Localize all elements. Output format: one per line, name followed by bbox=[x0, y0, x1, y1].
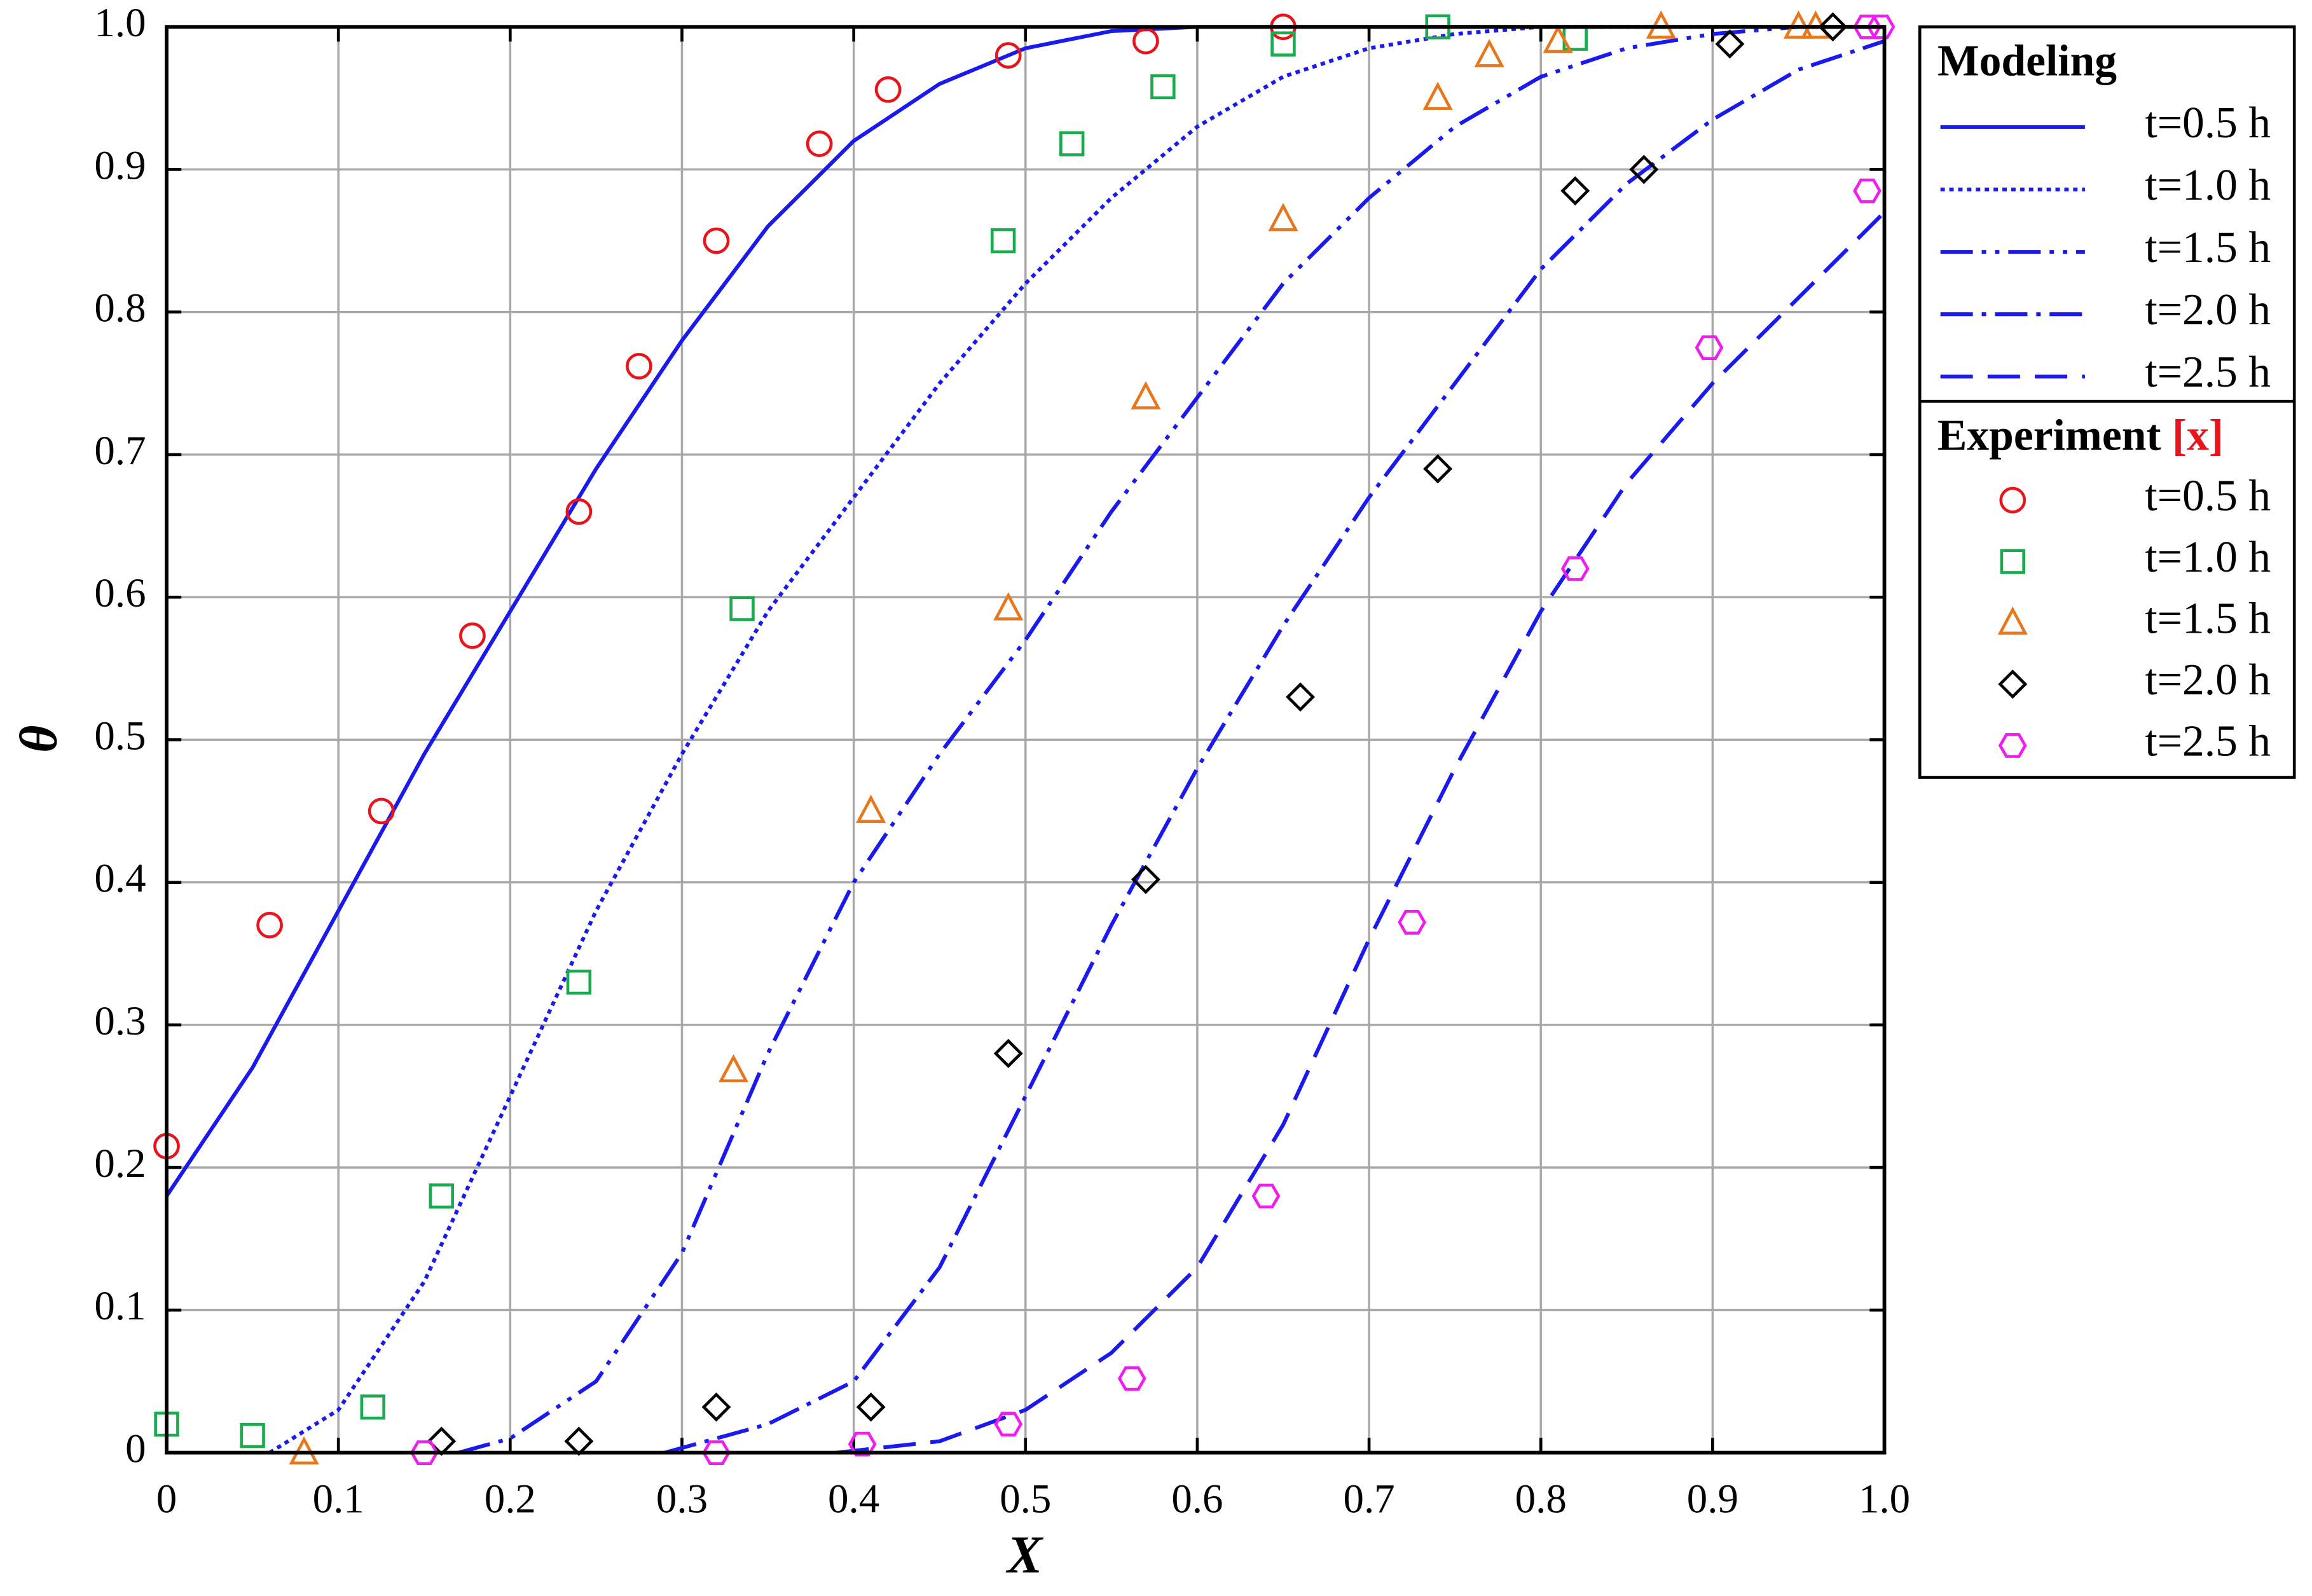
y-tick-label: 0.7 bbox=[94, 428, 146, 474]
x-tick-label: 0.6 bbox=[1171, 1476, 1223, 1522]
x-tick-label: 0.4 bbox=[828, 1476, 879, 1522]
data-point bbox=[1715, 29, 1745, 59]
x-tick-label: 0.5 bbox=[1000, 1476, 1051, 1522]
data-point bbox=[240, 1422, 265, 1448]
data-point bbox=[1268, 203, 1298, 231]
data-point bbox=[256, 912, 283, 939]
legend-title-text: Experiment bbox=[1937, 411, 2161, 460]
legend-swatch bbox=[1998, 669, 2028, 699]
y-tick-label: 0.4 bbox=[94, 856, 146, 902]
legend-label: t=1.0 h bbox=[2145, 533, 2271, 582]
data-point bbox=[993, 592, 1024, 621]
legend-title: Modeling bbox=[1937, 36, 2117, 85]
legend-label: t=2.0 h bbox=[2145, 285, 2271, 334]
data-point bbox=[360, 1394, 385, 1420]
y-tick-label: 0.6 bbox=[94, 570, 146, 616]
x-tick-label: 0.1 bbox=[313, 1476, 364, 1522]
data-point bbox=[368, 797, 395, 825]
legend-label: t=1.5 h bbox=[2145, 223, 2271, 272]
data-point bbox=[459, 622, 486, 649]
legend-swatch bbox=[2000, 549, 2025, 574]
data-point bbox=[1695, 335, 1724, 361]
y-tick-label: 1.0 bbox=[94, 0, 146, 46]
data-point bbox=[1423, 454, 1453, 484]
x-axis-label: X bbox=[1005, 1526, 1044, 1585]
data-point bbox=[1560, 176, 1590, 206]
y-tick-label: 0.8 bbox=[94, 285, 146, 331]
legend-swatch bbox=[1998, 733, 2027, 758]
data-point bbox=[1131, 865, 1160, 895]
x-tick-label: 0 bbox=[156, 1476, 177, 1522]
x-tick-label: 1.0 bbox=[1859, 1476, 1910, 1522]
data-point bbox=[1132, 27, 1159, 55]
model-line bbox=[664, 39, 1885, 1455]
data-point bbox=[1059, 131, 1085, 156]
x-tick-label: 0.7 bbox=[1344, 1476, 1395, 1522]
model-line bbox=[268, 25, 1885, 1455]
data-point bbox=[1560, 556, 1590, 581]
data-point bbox=[994, 42, 1022, 69]
legend-label: t=1.0 h bbox=[2145, 161, 2271, 210]
data-point bbox=[1286, 682, 1316, 712]
y-tick-label: 0.5 bbox=[94, 713, 146, 759]
data-point bbox=[703, 227, 730, 254]
legend-title: Experiment [x] bbox=[1937, 411, 2224, 460]
data-point bbox=[626, 353, 652, 380]
y-tick-label: 0.3 bbox=[94, 998, 146, 1044]
data-point bbox=[701, 1392, 731, 1422]
model-line bbox=[836, 210, 1886, 1455]
data-point bbox=[993, 1038, 1023, 1068]
data-point bbox=[856, 1392, 886, 1422]
y-axis-label: θ bbox=[10, 726, 69, 753]
x-tick-label: 0.9 bbox=[1687, 1476, 1738, 1522]
data-point bbox=[1543, 24, 1573, 53]
data-point bbox=[874, 76, 902, 103]
legend-label: t=0.5 h bbox=[2145, 472, 2271, 521]
legend-swatch bbox=[1997, 606, 2028, 635]
data-point bbox=[1474, 39, 1504, 67]
data-point bbox=[848, 1431, 877, 1457]
plot-frame bbox=[165, 25, 1887, 1455]
data-point bbox=[1853, 178, 1882, 203]
data-point bbox=[1131, 381, 1161, 409]
x-tick-label: 0.2 bbox=[485, 1476, 536, 1522]
y-tick-label: 0.9 bbox=[94, 142, 146, 188]
x-tick-label: 0.3 bbox=[656, 1476, 708, 1522]
y-tick-label: 0.1 bbox=[94, 1283, 146, 1329]
data-point bbox=[565, 498, 593, 525]
legend-title-ref: [x] bbox=[2172, 411, 2224, 460]
data-point bbox=[729, 596, 755, 621]
legend-label: t=2.5 h bbox=[2145, 348, 2271, 397]
legend-label: t=2.0 h bbox=[2145, 656, 2271, 705]
legend-label: t=1.5 h bbox=[2145, 594, 2271, 643]
data-point bbox=[429, 1183, 454, 1209]
data-point bbox=[1251, 1183, 1281, 1209]
legend-label: t=2.5 h bbox=[2145, 717, 2271, 766]
data-point bbox=[566, 969, 592, 995]
legend-label: t=0.5 h bbox=[2145, 99, 2271, 148]
data-point bbox=[994, 1412, 1023, 1437]
data-point bbox=[1117, 1366, 1146, 1391]
y-tick-label: 0.2 bbox=[94, 1141, 146, 1187]
legend-swatch bbox=[1999, 486, 2026, 514]
data-point bbox=[990, 228, 1016, 254]
data-point bbox=[1150, 74, 1176, 100]
model-line bbox=[458, 25, 1885, 1455]
data-point bbox=[856, 794, 886, 823]
data-point bbox=[1818, 12, 1848, 42]
data-point bbox=[1398, 910, 1427, 935]
data-point bbox=[718, 1054, 749, 1083]
data-point bbox=[1270, 31, 1296, 57]
data-point bbox=[806, 130, 833, 157]
y-tick-label: 0 bbox=[125, 1426, 146, 1471]
data-point bbox=[1629, 155, 1659, 184]
data-point bbox=[1422, 81, 1453, 110]
x-tick-label: 0.8 bbox=[1515, 1476, 1567, 1522]
